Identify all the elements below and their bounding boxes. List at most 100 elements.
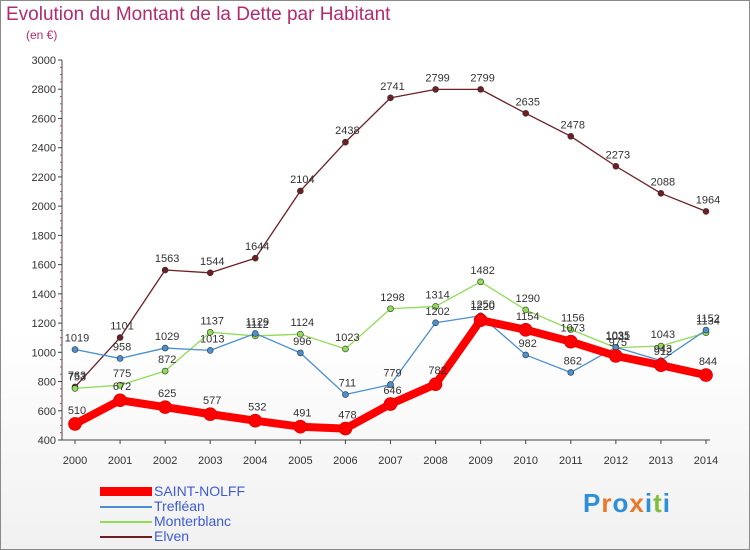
legend-swatch: [100, 487, 152, 496]
data-point: [432, 86, 439, 93]
unit-label: (en €): [26, 28, 58, 42]
data-label: 1031: [606, 331, 630, 343]
data-label: 1124: [291, 317, 315, 329]
data-point: [522, 306, 530, 314]
data-label: 763: [68, 370, 86, 382]
x-tick-label: 2010: [513, 455, 537, 467]
data-label: 1019: [65, 333, 89, 345]
data-label: 577: [203, 395, 221, 407]
data-label: 1134: [696, 316, 720, 328]
data-label: 711: [339, 378, 357, 390]
data-label: 1314: [425, 289, 449, 301]
data-label: 491: [293, 408, 311, 420]
data-label: 1298: [380, 292, 404, 304]
y-tick-label: 400: [38, 435, 56, 447]
data-label: 1482: [470, 265, 494, 277]
x-tick-label: 2003: [198, 455, 222, 467]
data-point: [702, 208, 710, 215]
x-tick-label: 2011: [559, 455, 583, 467]
data-point: [387, 305, 394, 313]
y-tick-label: 1200: [32, 318, 56, 330]
y-tick-label: 2000: [32, 201, 56, 213]
data-point: [68, 417, 82, 431]
data-label: 2741: [380, 81, 404, 93]
data-label: 1043: [651, 329, 675, 341]
data-label: 510: [68, 405, 86, 417]
data-point: [518, 322, 533, 337]
data-label: 2799: [470, 72, 494, 84]
data-point: [563, 334, 578, 349]
y-tick-label: 3000: [32, 55, 56, 67]
data-label: 779: [383, 368, 401, 380]
x-tick-label: 2008: [423, 455, 447, 467]
data-label: 2438: [335, 125, 359, 137]
data-label: 1964: [696, 194, 720, 206]
data-point: [432, 319, 439, 327]
data-label: 2799: [425, 72, 449, 84]
data-label: 1154: [516, 311, 540, 323]
data-point: [522, 351, 530, 359]
y-tick-label: 2600: [32, 113, 56, 125]
data-label: 646: [383, 385, 401, 397]
data-point: [203, 407, 218, 421]
data-point: [206, 269, 214, 277]
data-label: 996: [293, 336, 311, 348]
data-label: 1544: [200, 256, 224, 268]
data-point: [161, 344, 169, 352]
data-point: [432, 303, 439, 310]
x-tick-label: 2006: [333, 455, 357, 467]
legend-swatch: [100, 536, 152, 538]
x-tick-label: 2001: [108, 455, 132, 467]
data-label: 982: [519, 338, 537, 350]
data-label: 862: [564, 355, 582, 367]
data-point: [657, 342, 665, 350]
data-label: 1013: [200, 333, 224, 345]
data-point: [71, 385, 79, 392]
data-point: [473, 313, 488, 327]
data-point: [654, 358, 668, 372]
data-label: 1137: [200, 315, 224, 327]
data-label: 625: [158, 388, 176, 400]
data-point: [702, 326, 710, 334]
data-point: [297, 187, 304, 195]
data-label: 844: [699, 356, 717, 368]
x-tick-label: 2014: [694, 455, 718, 467]
x-tick-label: 2007: [378, 455, 402, 467]
data-point: [158, 400, 172, 414]
data-label: 478: [338, 410, 356, 422]
x-tick-label: 2000: [63, 455, 87, 467]
data-label: 1563: [155, 253, 179, 265]
data-point: [567, 326, 575, 333]
data-point: [71, 346, 79, 353]
proxiti-logo: Proxiti: [583, 488, 671, 518]
data-label: 958: [113, 341, 131, 353]
data-point: [297, 349, 304, 357]
data-label: 1156: [561, 313, 585, 325]
x-tick-label: 2013: [649, 455, 673, 467]
data-point: [293, 419, 308, 434]
data-point: [116, 355, 124, 362]
data-point: [206, 347, 214, 354]
data-label: 912: [654, 346, 672, 358]
data-label: 532: [248, 402, 266, 414]
y-tick-label: 1000: [32, 347, 56, 359]
data-label: 975: [609, 337, 627, 349]
data-label: 2635: [515, 96, 539, 108]
data-point: [387, 381, 394, 388]
data-label: 2273: [606, 149, 630, 161]
data-label: 1073: [561, 323, 585, 335]
data-label: 1644: [245, 241, 269, 253]
legend-swatch: [100, 506, 152, 508]
data-label: 1250: [470, 299, 494, 311]
data-point: [206, 328, 214, 336]
data-point: [338, 421, 353, 436]
y-tick-label: 2800: [32, 84, 56, 96]
data-point: [248, 413, 263, 428]
legend-label: SAINT-NOLFF: [154, 483, 246, 499]
y-tick-label: 1600: [32, 260, 56, 272]
x-tick-label: 2004: [243, 455, 267, 467]
data-label: 1112: [246, 319, 269, 331]
data-label: 775: [113, 368, 131, 380]
